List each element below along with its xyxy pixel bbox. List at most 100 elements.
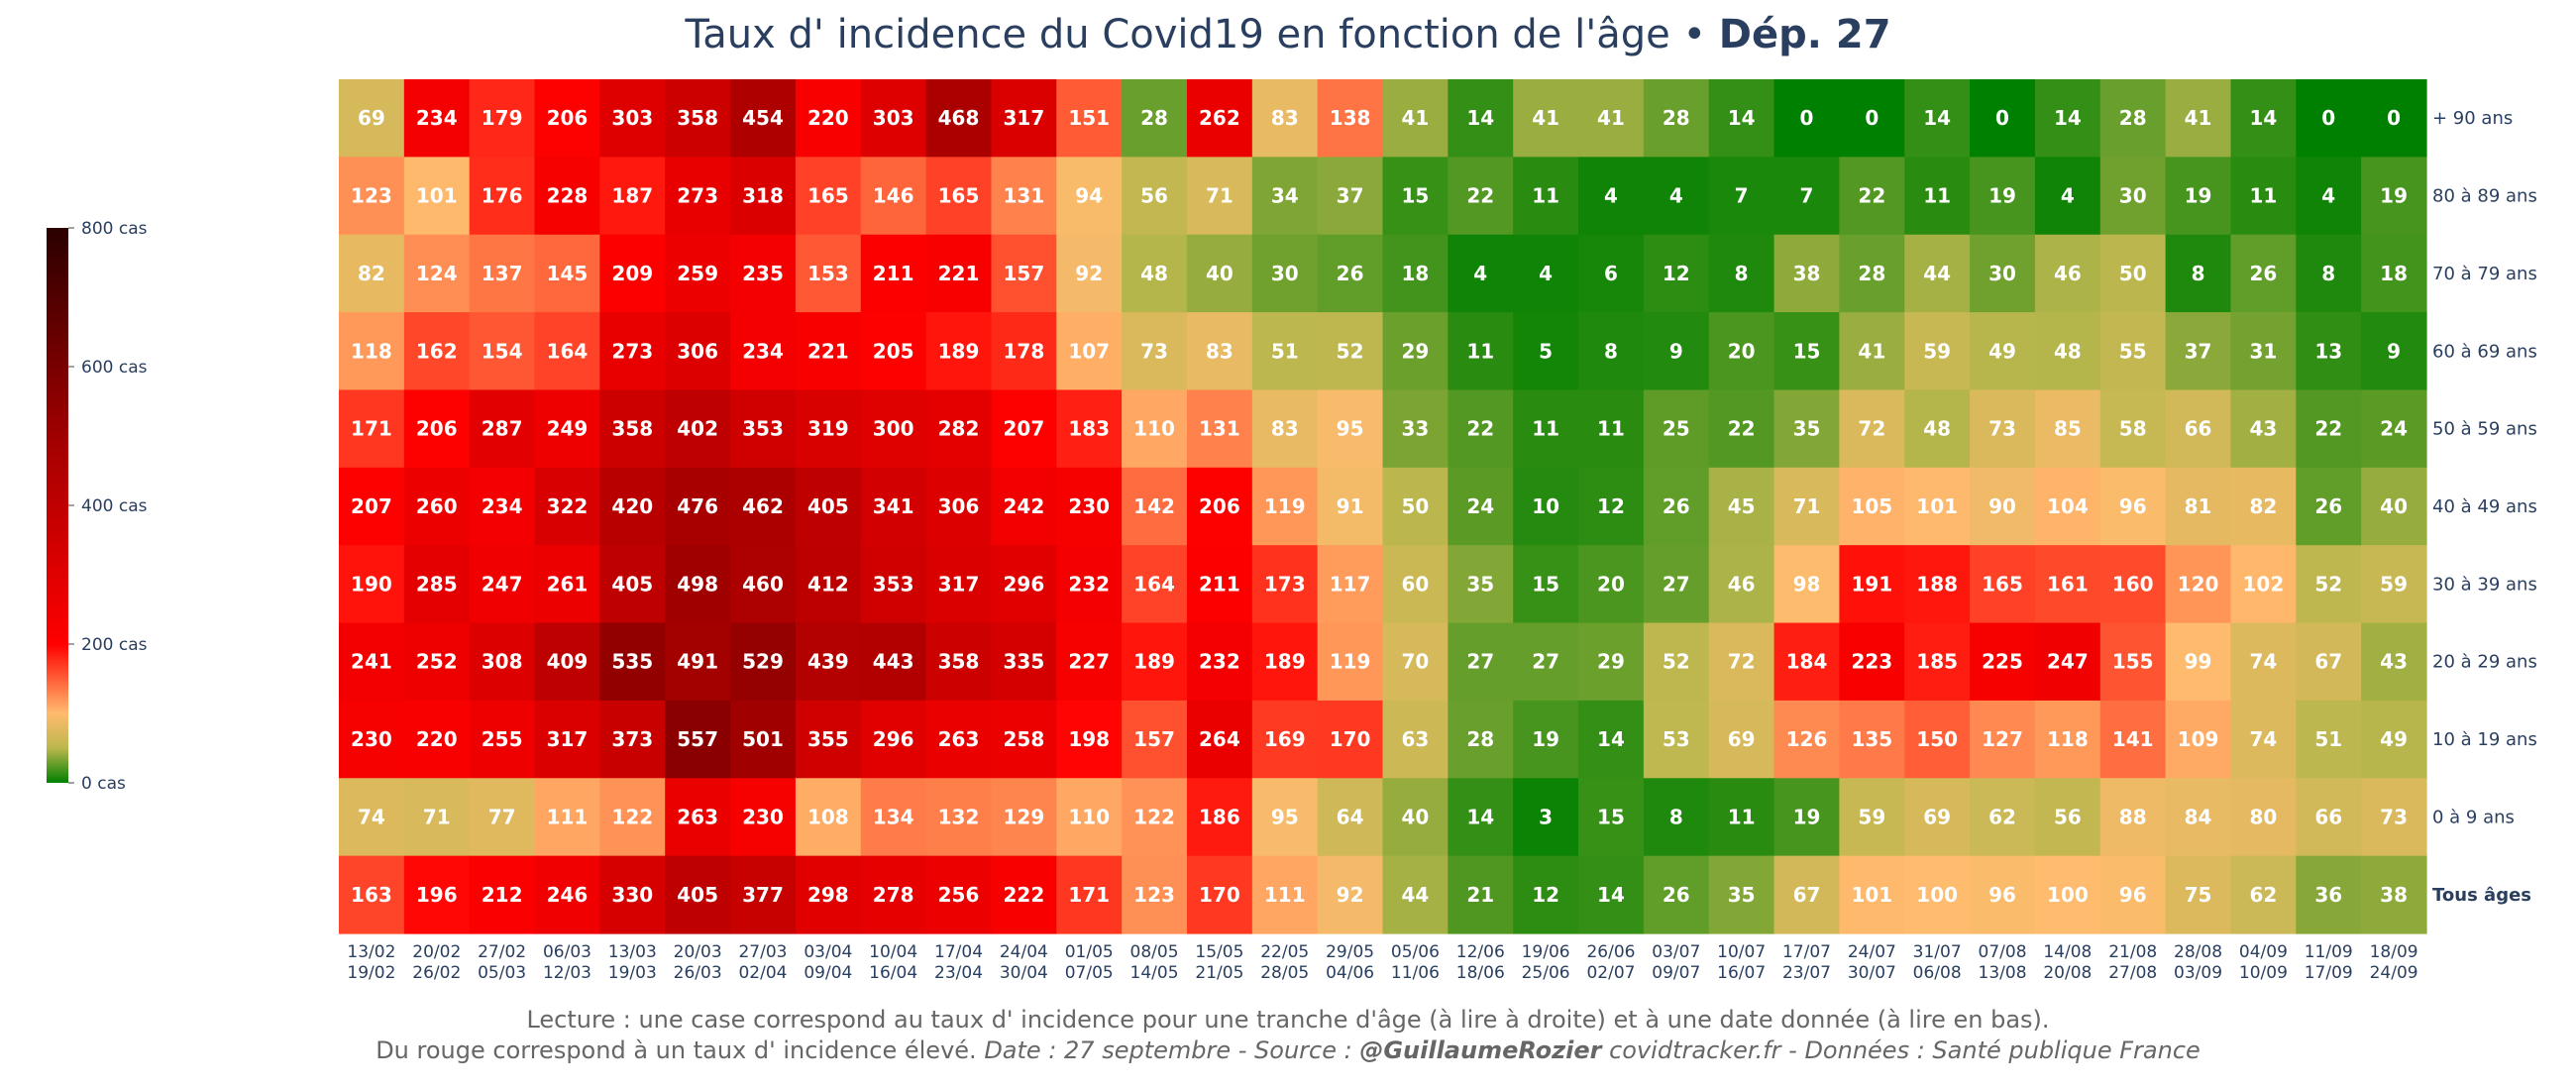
cell-value-label: 185: [1916, 650, 1958, 674]
cell-value-label: 420: [611, 494, 653, 518]
cell-value-label: 4: [1604, 184, 1618, 208]
cell-value-label: 117: [1330, 572, 1371, 596]
heatmap-cell: [2361, 778, 2427, 857]
heatmap-cell: [2361, 545, 2427, 624]
cell-value-label: 62: [2249, 883, 2277, 907]
cell-value-label: 11: [2249, 184, 2277, 208]
cell-value-label: 14: [2054, 106, 2082, 130]
heatmap-cell: [469, 312, 536, 391]
cell-value-label: 19: [1532, 727, 1559, 751]
cell-value-label: 41: [1858, 339, 1885, 363]
heatmap-cell: [1904, 778, 1971, 857]
heatmap-cell: [665, 79, 731, 158]
heatmap-cell: [2361, 855, 2427, 934]
heatmap-cell: [2034, 234, 2101, 313]
heatmap-cell: [534, 622, 600, 702]
cell-value-label: 37: [1337, 184, 1364, 208]
heatmap-cell: [2296, 389, 2362, 469]
cell-value-label: 40: [1206, 262, 1234, 285]
cell-value-label: 256: [938, 883, 980, 907]
cell-value-label: 205: [873, 339, 914, 363]
cell-value-label: 223: [1851, 650, 1892, 674]
cell-value-label: 273: [611, 339, 653, 363]
cell-value-label: 285: [416, 572, 458, 596]
column-label: 29/05 04/06: [1326, 942, 1374, 983]
cell-value-label: 41: [1597, 106, 1625, 130]
cell-value-label: 124: [416, 262, 458, 285]
cell-value-label: 0: [1995, 106, 2009, 130]
cell-value-label: 41: [2185, 106, 2212, 130]
heatmap-cell: [1578, 545, 1645, 624]
cell-value-label: 373: [611, 727, 653, 751]
title-department: Dép. 27: [1719, 12, 1891, 57]
cell-value-label: 0: [2387, 106, 2401, 130]
heatmap-cell: [1186, 389, 1253, 469]
heatmap-cell: [469, 157, 536, 236]
heatmap-cell: [991, 700, 1057, 779]
heatmap-cell: [991, 389, 1057, 469]
cell-value-label: 189: [1264, 650, 1306, 674]
heatmap-cell: [1708, 700, 1775, 779]
heatmap-cell: [1317, 389, 1384, 469]
heatmap-cell: [1643, 312, 1710, 391]
heatmap-cell: [1186, 312, 1253, 391]
heatmap-cell: [925, 855, 993, 934]
heatmap-cell: [2230, 157, 2297, 236]
cell-value-label: 14: [2249, 106, 2277, 130]
cell-value-label: 9: [1669, 339, 1683, 363]
cell-value-label: 4: [2321, 184, 2335, 208]
heatmap-cell: [339, 545, 405, 624]
row-label: 50 à 59 ans: [2432, 419, 2537, 440]
cell-value-label: 35: [1793, 417, 1821, 441]
column-label: 24/04 30/04: [1000, 942, 1048, 983]
cell-value-label: 46: [2054, 262, 2082, 285]
heatmap-cell: [469, 79, 536, 158]
heatmap-cell: [1317, 855, 1384, 934]
cell-value-label: 498: [677, 572, 718, 596]
heatmap-cell: [1970, 778, 2036, 857]
cell-value-label: 111: [547, 805, 589, 828]
cell-value-label: 303: [873, 106, 914, 130]
heatmap-cell: [1773, 855, 1841, 934]
cell-value-label: 278: [873, 883, 914, 907]
heatmap-cell: [1773, 467, 1841, 546]
cell-value-label: 184: [1786, 650, 1828, 674]
cell-value-label: 40: [2380, 494, 2408, 518]
cell-value-label: 19: [2185, 184, 2212, 208]
heatmap-cell: [1056, 79, 1123, 158]
heatmap-cell: [2361, 389, 2427, 469]
heatmap-cell: [2361, 157, 2427, 236]
cell-value-label: 74: [2249, 650, 2277, 674]
cell-value-label: 264: [1199, 727, 1240, 751]
heatmap-cell: [1773, 545, 1841, 624]
heatmap-cell: [1251, 855, 1319, 934]
cell-value-label: 225: [1982, 650, 2023, 674]
column-label: 26/06 02/07: [1586, 942, 1635, 983]
heatmap-cell: [1708, 234, 1775, 313]
cell-value-label: 306: [938, 494, 980, 518]
column-label: 31/07 06/08: [1913, 942, 1962, 983]
cell-value-label: 29: [1597, 650, 1625, 674]
heatmap-cell: [1643, 234, 1710, 313]
cell-value-label: 20: [1597, 572, 1625, 596]
heatmap-cell: [534, 389, 600, 469]
cell-value-label: 405: [611, 572, 653, 596]
cell-value-label: 100: [2047, 883, 2089, 907]
cell-value-label: 234: [742, 339, 784, 363]
column-label: 20/03 26/03: [674, 942, 722, 983]
cell-value-label: 51: [2314, 727, 2342, 751]
heatmap-cell: [730, 79, 797, 158]
cell-value-label: 30: [2119, 184, 2147, 208]
heatmap-cell: [1773, 389, 1841, 469]
cell-value-label: 110: [1133, 417, 1175, 441]
cell-value-label: 317: [1003, 106, 1044, 130]
cell-value-label: 179: [482, 106, 523, 130]
heatmap-cell: [925, 622, 993, 702]
heatmap-cell: [925, 312, 993, 391]
cell-value-label: 322: [547, 494, 589, 518]
heatmap-cell: [469, 700, 536, 779]
cell-value-label: 19: [1793, 805, 1821, 828]
row-label: 60 à 69 ans: [2432, 341, 2537, 362]
cell-value-label: 263: [677, 805, 718, 828]
heatmap-cell: [1578, 312, 1645, 391]
